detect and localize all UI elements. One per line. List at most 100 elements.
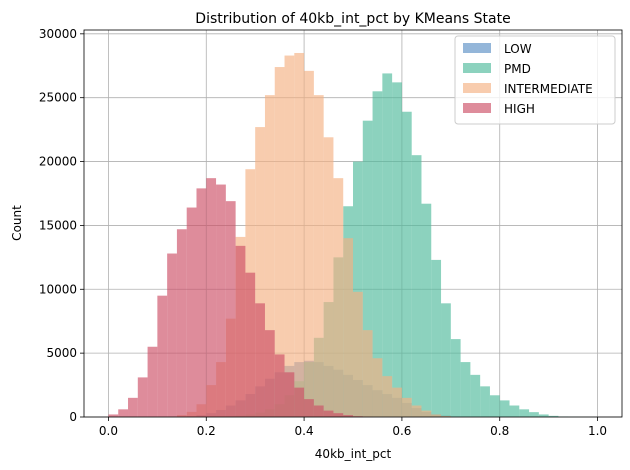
histogram-bar — [255, 303, 265, 417]
histogram-bar — [460, 362, 471, 417]
histogram-bar — [206, 178, 217, 417]
histogram-bar — [225, 201, 236, 417]
histogram-bar — [470, 374, 481, 417]
y-axis-label: Count — [10, 205, 24, 241]
histogram-bar — [323, 137, 334, 418]
x-tick-label: 0.6 — [392, 424, 411, 438]
histogram-bar — [313, 405, 324, 417]
histogram-bar — [196, 188, 207, 417]
histogram-bar — [441, 415, 451, 417]
histogram-bar — [323, 410, 334, 417]
histogram-bar — [421, 203, 432, 417]
histogram-bar — [343, 238, 353, 417]
histogram-bar — [382, 73, 393, 417]
histogram-bar — [372, 91, 383, 417]
histogram-bar — [411, 155, 422, 417]
histogram-bar — [235, 245, 246, 417]
histogram-bar — [167, 253, 177, 417]
histogram-bar — [509, 405, 520, 417]
legend-item-high: HIGH — [463, 102, 535, 116]
histogram-bar — [294, 52, 305, 417]
x-tick-label: 0.4 — [295, 424, 314, 438]
histogram-bar — [284, 372, 295, 417]
plot-frame — [83, 29, 623, 418]
legend-swatch — [463, 43, 491, 53]
histogram-bar — [392, 82, 402, 417]
histogram-bar — [401, 111, 412, 417]
legend-item-intermediate: INTERMEDIATE — [463, 82, 593, 96]
histogram-bar — [186, 207, 197, 417]
histogram-bar — [313, 95, 324, 417]
y-axis-ticks: 0 5000 10000 15000 20000 25000 30000 — [39, 27, 84, 424]
histogram-bar — [401, 397, 412, 417]
x-tick-label: 0.0 — [99, 424, 118, 438]
y-tick-label: 25000 — [39, 91, 77, 105]
y-tick-label: 10000 — [39, 282, 77, 296]
histogram-bar — [274, 354, 285, 417]
histogram-bar — [372, 358, 383, 417]
histogram-bar — [489, 395, 500, 417]
histogram-bar — [274, 67, 285, 417]
histogram-bar — [216, 184, 226, 417]
histogram-bar — [264, 330, 275, 417]
histogram-bar — [441, 303, 451, 417]
y-tick-label: 0 — [69, 410, 77, 424]
histogram-bar — [431, 259, 442, 417]
legend-swatch — [463, 103, 491, 113]
legend-label: HIGH — [504, 102, 535, 116]
histogram-bar — [353, 161, 363, 417]
histogram-bar — [382, 376, 393, 417]
histogram-bar — [362, 330, 373, 417]
histogram-bar — [519, 409, 530, 417]
legend: LOW PMD INTERMEDIATE HIGH — [454, 35, 616, 125]
chart-title: Distribution of 40kb_int_pct by KMeans S… — [195, 11, 510, 27]
histogram-bar — [304, 70, 314, 418]
x-tick-label: 0.2 — [197, 424, 216, 438]
histogram-bar — [421, 410, 432, 417]
histogram-bar — [108, 414, 119, 417]
x-tick-label: 1.0 — [588, 424, 607, 438]
legend-label: INTERMEDIATE — [504, 82, 593, 96]
series-high — [108, 178, 373, 417]
histogram-bar — [450, 339, 461, 417]
histogram-bar — [333, 178, 344, 417]
histogram-bar — [176, 229, 187, 417]
histogram-bar — [157, 295, 168, 417]
histogram-bar — [255, 127, 265, 417]
histogram-bar — [118, 409, 129, 417]
histogram-bars — [108, 52, 598, 418]
legend-item-low: LOW — [463, 42, 532, 56]
y-tick-label: 30000 — [39, 27, 77, 41]
y-tick-label: 5000 — [46, 346, 77, 360]
histogram-bar — [245, 272, 256, 417]
histogram-bar — [431, 414, 442, 417]
histogram-bar — [147, 346, 158, 417]
histogram-bar — [411, 405, 422, 417]
histogram-bar — [284, 55, 295, 417]
histogram-bar — [137, 377, 148, 417]
histogram-bar — [392, 387, 402, 417]
legend-swatch — [463, 83, 491, 93]
legend-box — [454, 35, 616, 125]
x-tick-label: 0.8 — [490, 424, 509, 438]
histogram-bar — [333, 413, 344, 417]
histogram-bar — [538, 414, 549, 417]
histogram-bar — [362, 120, 373, 417]
legend-label: PMD — [504, 62, 531, 76]
histogram-bar — [264, 95, 275, 417]
histogram-bar — [480, 386, 490, 417]
x-axis-label: 40kb_int_pct — [315, 447, 392, 461]
histogram-bar — [294, 387, 305, 417]
legend-item-pmd: PMD — [463, 62, 531, 76]
y-tick-label: 20000 — [39, 155, 77, 169]
x-axis-ticks: 0.0 0.2 0.4 0.6 0.8 1.0 — [99, 417, 607, 438]
legend-swatch — [463, 63, 491, 73]
histogram-bar — [353, 291, 363, 417]
histogram-bar — [343, 415, 353, 417]
histogram-bar — [304, 399, 314, 417]
legend-label: LOW — [504, 42, 532, 56]
y-tick-label: 15000 — [39, 218, 77, 232]
histogram-bar — [499, 400, 510, 417]
histogram-bar — [128, 397, 138, 417]
